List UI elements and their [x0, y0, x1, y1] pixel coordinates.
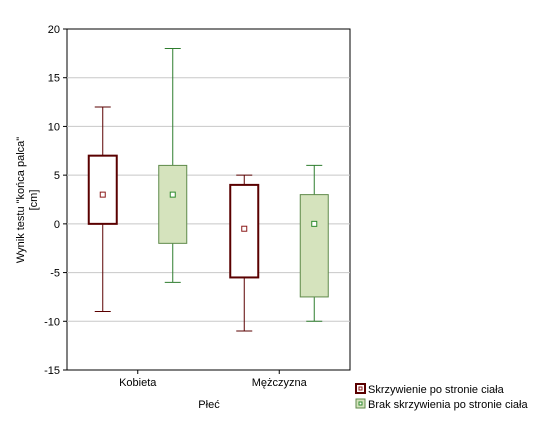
legend: Skrzywienie po stronie ciała Brak skrzywi…: [355, 383, 528, 411]
y-tick-label: 15: [48, 73, 60, 85]
y-axis-label: Wynik testu "końca palca" [cm]: [15, 137, 40, 263]
legend-label: Skrzywienie po stronie ciała: [368, 384, 505, 396]
legend-point: [358, 386, 363, 391]
y-axis-label-line-1: Wynik testu "końca palca": [15, 137, 27, 263]
y-tick-label: -10: [44, 316, 60, 328]
median-point: [99, 191, 106, 198]
legend-item: Skrzywienie po stronie ciała: [355, 383, 505, 396]
box-rect: [158, 164, 188, 244]
y-tick-label: 0: [54, 219, 60, 231]
y-tick-label: 5: [54, 170, 60, 182]
x-tick-label: Mężczyzna: [252, 377, 308, 389]
box-rect: [87, 154, 118, 225]
y-tick-label: -5: [50, 268, 60, 280]
box: [158, 47, 188, 283]
median-point: [169, 191, 176, 198]
median-point: [241, 225, 248, 232]
box-rect: [299, 194, 329, 298]
x-axis-label: Płeć: [198, 399, 220, 411]
legend-label: Brak skrzywienia po stronie ciała: [368, 399, 528, 411]
x-axis-ticks: Kobieta Mężczyzna: [119, 370, 308, 389]
y-axis-ticks: -15 -10 -5 0 5 10 15 20: [44, 24, 67, 377]
box: [229, 174, 260, 332]
x-tick-label: Kobieta: [119, 377, 157, 389]
y-tick-label: 10: [48, 121, 60, 133]
y-tick-label: -15: [44, 365, 60, 377]
box: [87, 106, 118, 313]
box: [299, 164, 329, 322]
legend-point: [358, 401, 363, 406]
y-axis-label-line-2: [cm]: [28, 190, 40, 211]
box-series: [87, 47, 329, 332]
median-point: [311, 220, 318, 227]
legend-item: Brak skrzywienia po stronie ciała: [355, 398, 528, 411]
y-tick-label: 20: [48, 24, 60, 36]
